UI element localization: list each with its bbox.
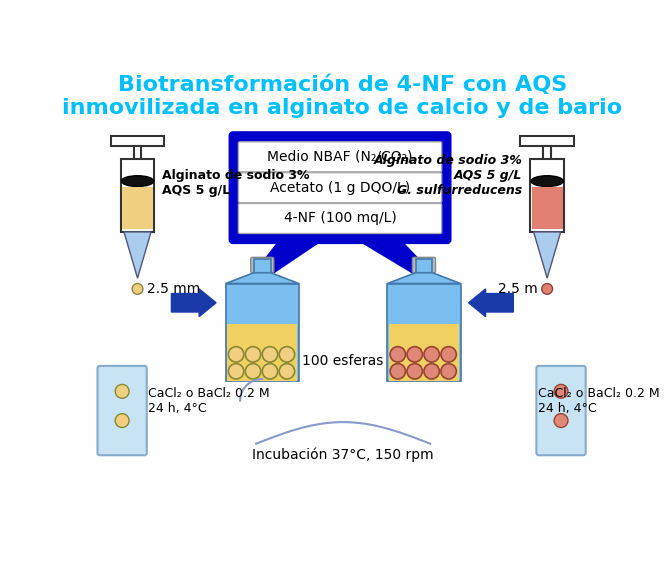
Bar [532, 187, 562, 229]
Bar [415, 259, 432, 273]
Polygon shape [253, 239, 323, 275]
Bar [387, 284, 460, 380]
Bar [520, 136, 574, 147]
Circle shape [228, 346, 244, 362]
Circle shape [115, 414, 129, 427]
Text: CaCl₂ o BaCl₂ 0.2 M
24 h, 4°C: CaCl₂ o BaCl₂ 0.2 M 24 h, 4°C [148, 387, 270, 414]
Bar [111, 136, 164, 147]
Circle shape [245, 363, 261, 379]
Ellipse shape [531, 175, 563, 187]
Bar [134, 147, 142, 164]
Circle shape [407, 346, 422, 362]
Circle shape [554, 384, 568, 398]
Circle shape [390, 346, 405, 362]
Bar [121, 159, 154, 232]
Circle shape [554, 414, 568, 427]
Circle shape [263, 363, 278, 379]
FancyBboxPatch shape [238, 142, 442, 172]
Text: Alginato de sodio 3%
AQS 5 g/L
G. sulfurreducens: Alginato de sodio 3% AQS 5 g/L G. sulfur… [373, 154, 522, 197]
FancyBboxPatch shape [98, 366, 147, 455]
Circle shape [424, 363, 440, 379]
Circle shape [279, 363, 295, 379]
Text: Incubación 37°C, 150 rpm: Incubación 37°C, 150 rpm [253, 447, 434, 462]
Polygon shape [357, 239, 434, 275]
Circle shape [542, 284, 552, 294]
Polygon shape [172, 289, 216, 316]
FancyBboxPatch shape [238, 203, 442, 233]
Bar [226, 284, 299, 380]
Text: 2.5 m: 2.5 m [498, 282, 538, 296]
Text: 2.5 mm: 2.5 mm [147, 282, 200, 296]
Bar [227, 324, 297, 380]
Circle shape [424, 346, 440, 362]
FancyBboxPatch shape [412, 258, 436, 273]
Polygon shape [469, 289, 513, 316]
Text: Medio NBAF (N₂/CO₂): Medio NBAF (N₂/CO₂) [267, 150, 413, 164]
Bar [254, 259, 271, 273]
Circle shape [115, 384, 129, 398]
FancyBboxPatch shape [230, 132, 450, 243]
Circle shape [390, 363, 405, 379]
Bar [530, 159, 564, 232]
Text: Acetato (1 g DQO/L): Acetato (1 g DQO/L) [270, 181, 410, 195]
Circle shape [407, 363, 422, 379]
Ellipse shape [122, 175, 154, 187]
Text: 100 esferas: 100 esferas [303, 354, 384, 367]
Text: inmovilizada en alginato de calcio y de bario: inmovilizada en alginato de calcio y de … [62, 98, 623, 118]
Text: CaCl₂ o BaCl₂ 0.2 M
24 h, 4°C: CaCl₂ o BaCl₂ 0.2 M 24 h, 4°C [538, 387, 659, 414]
Circle shape [228, 363, 244, 379]
Circle shape [263, 346, 278, 362]
Circle shape [245, 346, 261, 362]
Circle shape [132, 284, 143, 294]
Text: Biotransformación de 4-NF con AQS: Biotransformación de 4-NF con AQS [118, 75, 567, 95]
Polygon shape [534, 232, 560, 278]
FancyBboxPatch shape [238, 173, 442, 203]
Bar [543, 147, 551, 164]
Circle shape [279, 346, 295, 362]
Bar [122, 187, 153, 229]
Polygon shape [226, 273, 299, 284]
Bar [389, 324, 459, 380]
Circle shape [441, 346, 456, 362]
FancyBboxPatch shape [536, 366, 586, 455]
Polygon shape [124, 232, 151, 278]
Text: 4-NF (100 mq/L): 4-NF (100 mq/L) [284, 212, 396, 225]
Polygon shape [387, 273, 460, 284]
Circle shape [441, 363, 456, 379]
FancyBboxPatch shape [250, 258, 274, 273]
Text: Alginato de sodio 3%
AQS 5 g/L: Alginato de sodio 3% AQS 5 g/L [162, 169, 310, 198]
